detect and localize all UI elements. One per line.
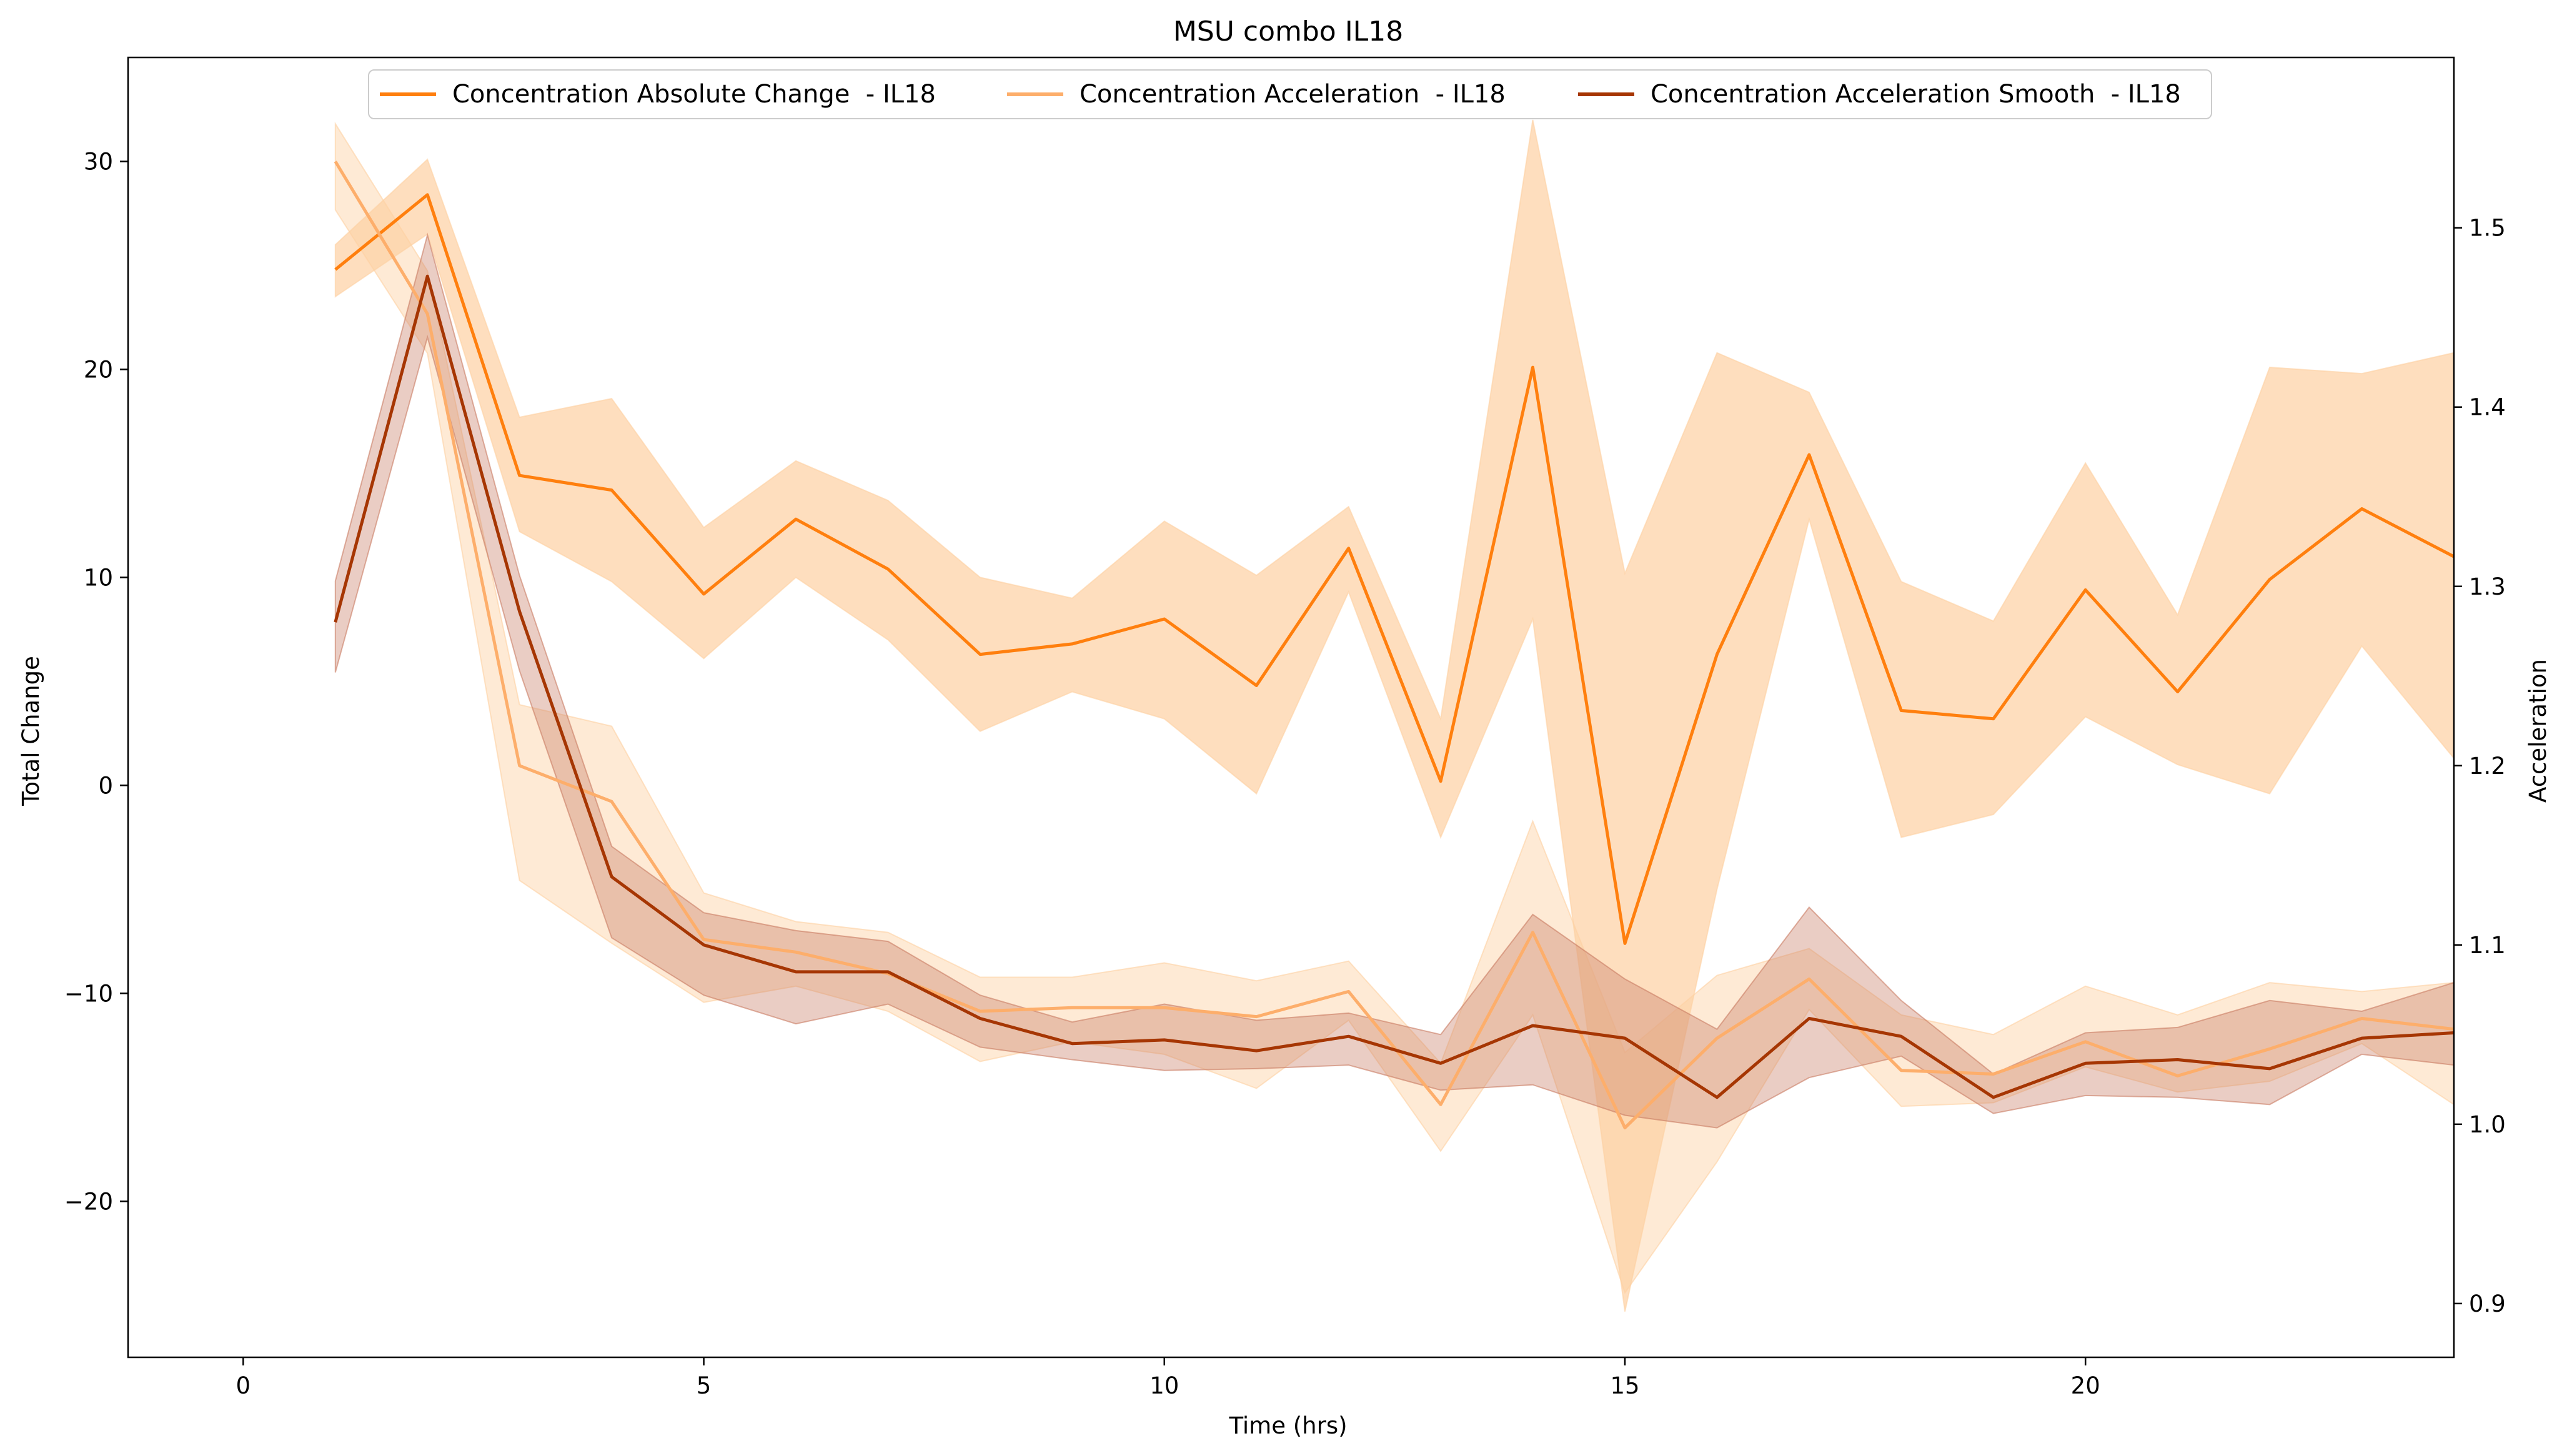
y2-tick-label: 1.3 <box>2469 573 2506 600</box>
y-tick-label: −10 <box>64 980 113 1007</box>
legend-box <box>368 69 2212 119</box>
y-tick-label: −20 <box>64 1188 113 1215</box>
y2-axis-label: Acceleration <box>2525 659 2551 803</box>
legend: Concentration Absolute Change - IL18 Con… <box>368 69 2212 119</box>
x-axis-label: Time (hrs) <box>1228 1412 1347 1439</box>
legend-label-acceleration-smooth: Concentration Acceleration Smooth - IL18 <box>1651 80 2181 109</box>
y2-tick-label: 1.4 <box>2469 394 2506 421</box>
x-tick-label: 0 <box>236 1372 251 1399</box>
y2-tick-label: 1.0 <box>2469 1111 2506 1138</box>
y-axis-right: 0.9 1.0 1.1 1.2 1.3 1.4 1.5 <box>2454 215 2506 1317</box>
y-tick-label: 20 <box>84 356 113 383</box>
legend-label-acceleration: Concentration Acceleration - IL18 <box>1080 80 1506 109</box>
y2-tick-label: 1.5 <box>2469 215 2506 242</box>
line-concentration-absolute-change-il18 <box>334 193 2454 945</box>
series-lines <box>334 161 2454 1130</box>
band-concentration-acceleration-smooth-il18 <box>334 232 2454 1129</box>
confidence-bands <box>334 119 2454 1312</box>
plot-frame <box>127 56 2455 1359</box>
y2-tick-label: 1.1 <box>2469 932 2506 959</box>
y-tick-label: 30 <box>84 148 113 175</box>
y-axis-left: −20 −10 0 10 20 30 <box>64 148 128 1215</box>
chart-title: MSU combo IL18 <box>1173 16 1403 47</box>
y2-tick-label: 0.9 <box>2469 1290 2506 1317</box>
line-concentration-acceleration-smooth-il18 <box>334 274 2454 1099</box>
x-tick-label: 20 <box>2071 1372 2100 1399</box>
line-concentration-acceleration-il18 <box>334 161 2454 1130</box>
y-axis-label: Total Change <box>17 656 44 806</box>
x-tick-label: 5 <box>697 1372 712 1399</box>
x-tick-label: 10 <box>1149 1372 1179 1399</box>
legend-label-absolute-change: Concentration Absolute Change - IL18 <box>452 80 936 109</box>
y-tick-label: 0 <box>98 772 113 799</box>
y-tick-label: 10 <box>84 564 113 591</box>
band-concentration-acceleration-il18 <box>334 121 2454 1294</box>
band-concentration-absolute-change-il18 <box>334 119 2454 1312</box>
y2-tick-label: 1.2 <box>2469 753 2506 780</box>
x-tick-label: 15 <box>1610 1372 1639 1399</box>
x-axis: 0 5 10 15 20 <box>236 1357 2100 1399</box>
